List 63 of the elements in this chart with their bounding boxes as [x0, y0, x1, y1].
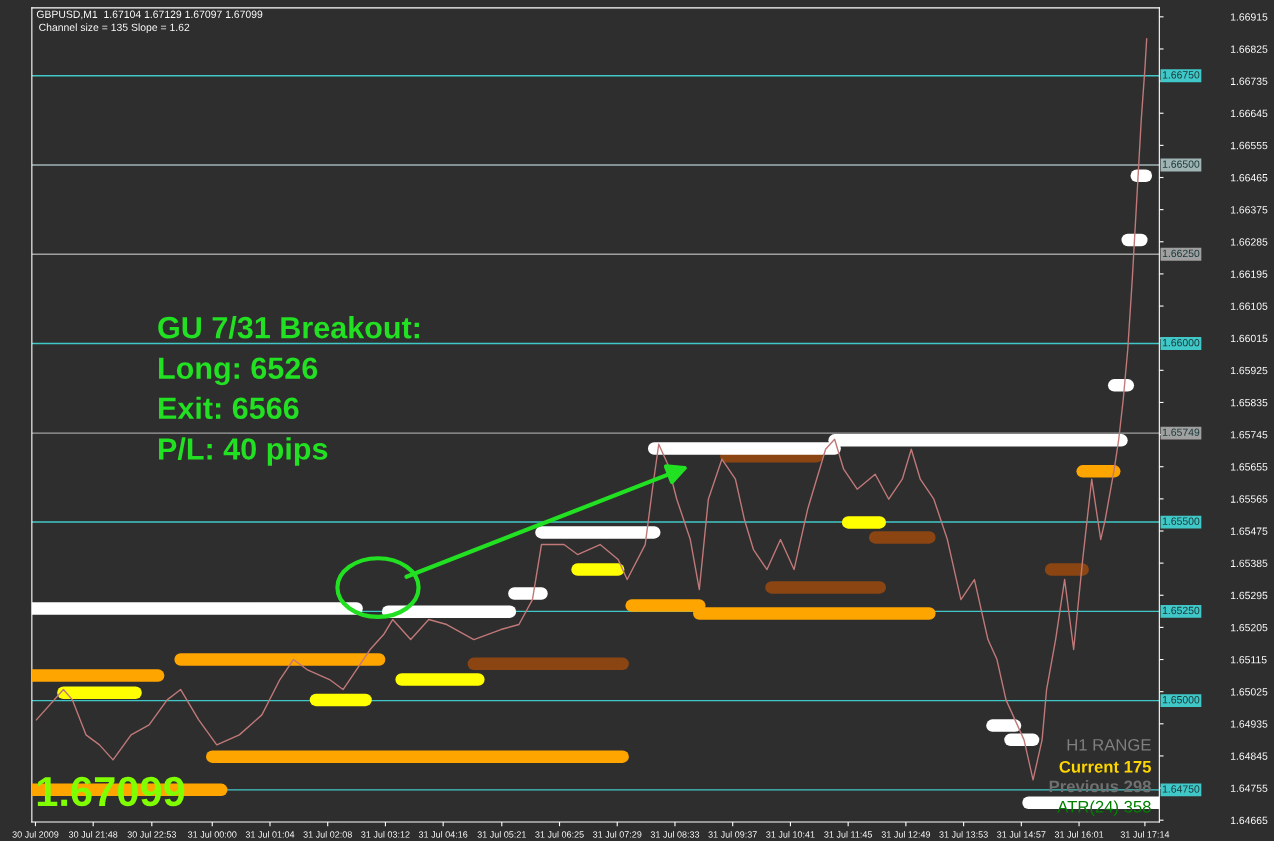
- x-tick-label: 31 Jul 09:37: [708, 831, 757, 838]
- y-tick-label: 1.65295: [1230, 591, 1268, 600]
- x-tick-label: 31 Jul 01:04: [245, 831, 295, 838]
- y-tick-label: 1.65475: [1230, 527, 1268, 535]
- ref-line-label: 1.64750: [1162, 785, 1200, 793]
- x-tick-label: 31 Jul 00:00: [188, 831, 237, 838]
- ref-line-label: 1.66250: [1162, 249, 1200, 258]
- y-tick-label: 1.66105: [1230, 302, 1268, 310]
- y-tick-label: 1.64845: [1230, 752, 1268, 760]
- annotation: Long: 6526: [159, 357, 318, 386]
- y-tick-label: 1.65025: [1230, 688, 1268, 696]
- y-tick-label: 1.66735: [1230, 77, 1268, 85]
- x-tick-label: 31 Jul 05:21: [477, 831, 526, 838]
- annotation: Exit: 6566: [159, 396, 299, 420]
- ref-line-label: 1.66750: [1162, 71, 1200, 79]
- x-tick-label: 31 Jul 14:57: [997, 831, 1046, 838]
- annotation: Current 175: [1059, 760, 1151, 773]
- y-tick-label: 1.64665: [1230, 816, 1268, 825]
- x-tick-label: 31 Jul 11:45: [824, 831, 873, 838]
- x-tick-label: 31 Jul 16:01: [1054, 831, 1104, 838]
- x-tick-label: 30 Jul 22:53: [127, 831, 177, 838]
- x-tick-label: 31 Jul 03:12: [361, 831, 410, 838]
- ref-line-label: 1.66500: [1162, 160, 1200, 168]
- ref-line-label: 1.65500: [1162, 517, 1200, 525]
- y-tick-label: 1.65745: [1230, 431, 1268, 439]
- y-tick-label: 1.66195: [1230, 270, 1268, 278]
- x-tick-label: 30 Jul 2009: [12, 831, 59, 838]
- y-tick-label: 1.66015: [1230, 334, 1268, 343]
- y-tick-label: 1.65385: [1230, 559, 1268, 567]
- y-tick-label: 1.65925: [1230, 366, 1268, 375]
- y-tick-label: 1.66645: [1230, 109, 1268, 118]
- y-tick-label: 1.65205: [1230, 623, 1268, 632]
- text: Channel size = 135 Slope = 1.62: [39, 23, 190, 34]
- x-tick-label: 31 Jul 12:49: [881, 831, 931, 838]
- x-tick-label: 31 Jul 13:53: [939, 831, 988, 838]
- x-tick-label: 31 Jul 17:14: [1120, 831, 1170, 838]
- y-tick-label: 1.66825: [1230, 45, 1268, 53]
- x-tick-label: 31 Jul 10:41: [766, 831, 815, 838]
- ref-line-label: 1.65250: [1162, 606, 1200, 615]
- x-tick-label: 31 Jul 06:25: [535, 831, 584, 838]
- y-tick-label: 1.65565: [1230, 495, 1268, 503]
- y-tick-label: 1.66465: [1230, 174, 1268, 182]
- ref-line-label: 1.65749: [1162, 428, 1200, 436]
- y-tick-label: 1.65835: [1230, 398, 1268, 407]
- x-tick-label: 31 Jul 04:16: [418, 831, 468, 838]
- annotation: P/L: 40 pips: [159, 437, 328, 466]
- x-tick-label: 30 Jul 21:48: [68, 831, 118, 838]
- chart-title: GBPUSD,M1 1.67104 1.67129 1.67097 1.67099: [36, 10, 263, 20]
- annotation: H1 RANGE: [1067, 738, 1151, 751]
- y-tick-label: 1.65115: [1230, 656, 1267, 664]
- x-tick-label: 31 Jul 07:29: [592, 831, 642, 838]
- y-tick-label: 1.66375: [1230, 206, 1268, 214]
- y-tick-label: 1.64755: [1230, 784, 1268, 792]
- y-tick-label: 1.66555: [1230, 141, 1268, 150]
- ref-line-label: 1.65000: [1162, 696, 1200, 704]
- x-tick-label: 31 Jul 08:33: [650, 831, 700, 838]
- y-tick-label: 1.64935: [1230, 720, 1268, 728]
- annotation: GU 7/31 Breakout:: [158, 316, 419, 339]
- x-tick-label: 31 Jul 02:08: [303, 831, 352, 838]
- y-tick-label: 1.65655: [1230, 463, 1268, 471]
- y-tick-label: 1.66285: [1230, 238, 1268, 246]
- ref-line-label: 1.66000: [1162, 338, 1200, 347]
- y-tick-label: 1.66915: [1230, 13, 1268, 21]
